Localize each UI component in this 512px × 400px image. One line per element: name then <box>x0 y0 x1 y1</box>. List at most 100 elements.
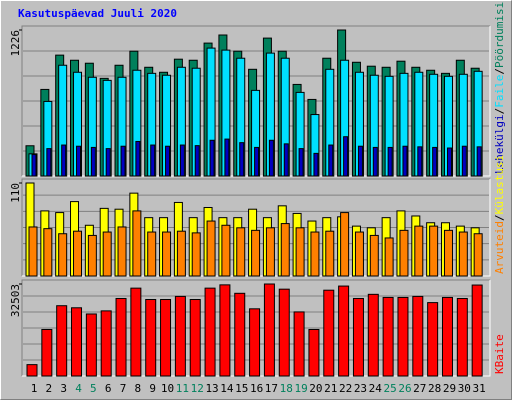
bar <box>58 233 68 277</box>
bar <box>328 144 334 177</box>
plot-border-dark <box>21 25 490 176</box>
bar <box>338 285 350 377</box>
bar <box>90 146 96 177</box>
x-tick-label: 21 <box>324 382 337 395</box>
bar <box>310 231 320 277</box>
bar <box>414 225 424 277</box>
legend-separator: / <box>493 68 506 75</box>
bar <box>31 154 37 177</box>
bar <box>28 226 38 277</box>
x-tick-label: 19 <box>294 382 307 395</box>
bar <box>473 233 483 277</box>
bar <box>340 212 350 277</box>
y-tick-label: 32503 <box>9 284 22 317</box>
bar <box>387 146 393 177</box>
legend: KBaite <box>493 334 506 374</box>
legend: Lehekülgi/Faile/Pöördumisi <box>493 2 506 174</box>
x-tick-label: 7 <box>120 382 127 395</box>
bar <box>265 227 275 277</box>
bar <box>56 305 68 377</box>
legend-entry: Faile <box>493 75 506 108</box>
x-tick-label: 27 <box>413 382 426 395</box>
bar <box>308 328 320 377</box>
bar <box>293 311 305 377</box>
bar <box>432 146 438 177</box>
bar <box>382 296 394 377</box>
bar <box>325 230 335 277</box>
bar <box>295 227 305 277</box>
bar <box>26 364 38 377</box>
legend: Arvuteid/Külastusi <box>493 155 506 274</box>
bar <box>176 230 186 277</box>
x-tick-label: 30 <box>458 382 471 395</box>
bar <box>189 299 201 377</box>
bar <box>352 297 364 377</box>
bar <box>429 225 439 277</box>
bar <box>446 147 452 177</box>
x-tick-label: 8 <box>135 382 142 395</box>
legend-entry: Lehekülgi <box>493 114 506 174</box>
bar <box>402 145 408 177</box>
bar <box>194 145 200 177</box>
bar <box>147 231 157 277</box>
bar <box>254 146 260 177</box>
y-tick-label: 1226 <box>9 30 22 57</box>
legend-separator: / <box>493 108 506 115</box>
bar <box>397 296 409 377</box>
x-tick-label: 5 <box>90 382 97 395</box>
bar <box>120 145 126 177</box>
bar <box>354 231 364 277</box>
bar <box>323 289 335 377</box>
bar <box>191 232 201 277</box>
legend-entry: Pöördumisi <box>493 2 506 68</box>
bar <box>417 146 423 177</box>
x-tick-label: 26 <box>398 382 411 395</box>
y-tick-label: 110 <box>9 183 22 203</box>
bar <box>160 299 172 377</box>
bar <box>412 295 424 377</box>
bar <box>145 299 157 377</box>
bar <box>115 297 127 377</box>
bar <box>179 144 185 177</box>
x-tick-label: 17 <box>265 382 278 395</box>
x-tick-label: 3 <box>60 382 67 395</box>
bar <box>458 231 468 277</box>
bar <box>443 229 453 277</box>
bar <box>130 287 142 377</box>
x-tick-label: 13 <box>205 382 218 395</box>
x-tick-label: 25 <box>384 382 397 395</box>
x-tick-label: 6 <box>105 382 112 395</box>
x-tick-label: 29 <box>443 382 456 395</box>
x-tick-label: 12 <box>191 382 204 395</box>
bar <box>234 292 246 377</box>
x-tick-label: 28 <box>428 382 441 395</box>
bar <box>357 145 363 177</box>
bar <box>280 223 290 277</box>
bar <box>456 297 468 377</box>
bar <box>236 227 246 277</box>
bar <box>221 224 231 277</box>
x-tick-label: 15 <box>235 382 248 395</box>
bar <box>249 308 261 377</box>
bar <box>224 138 230 177</box>
chart-title: Kasutuspäevad Juuli 2020 <box>18 7 177 20</box>
legend-entry: Külastusi <box>493 155 506 215</box>
bar <box>384 237 394 277</box>
bar <box>209 139 215 177</box>
bar <box>132 210 142 277</box>
bar <box>206 220 216 277</box>
bar <box>46 148 52 177</box>
x-tick-label: 20 <box>309 382 322 395</box>
x-tick-label: 23 <box>354 382 367 395</box>
x-tick-label: 14 <box>220 382 234 395</box>
x-tick-label: 4 <box>75 382 82 395</box>
legend-entry: Arvuteid <box>493 221 506 274</box>
x-tick-label: 1 <box>31 382 38 395</box>
bar <box>41 328 53 377</box>
bar <box>313 152 319 177</box>
bar <box>85 313 97 377</box>
bar <box>239 142 245 177</box>
bar <box>219 284 231 377</box>
